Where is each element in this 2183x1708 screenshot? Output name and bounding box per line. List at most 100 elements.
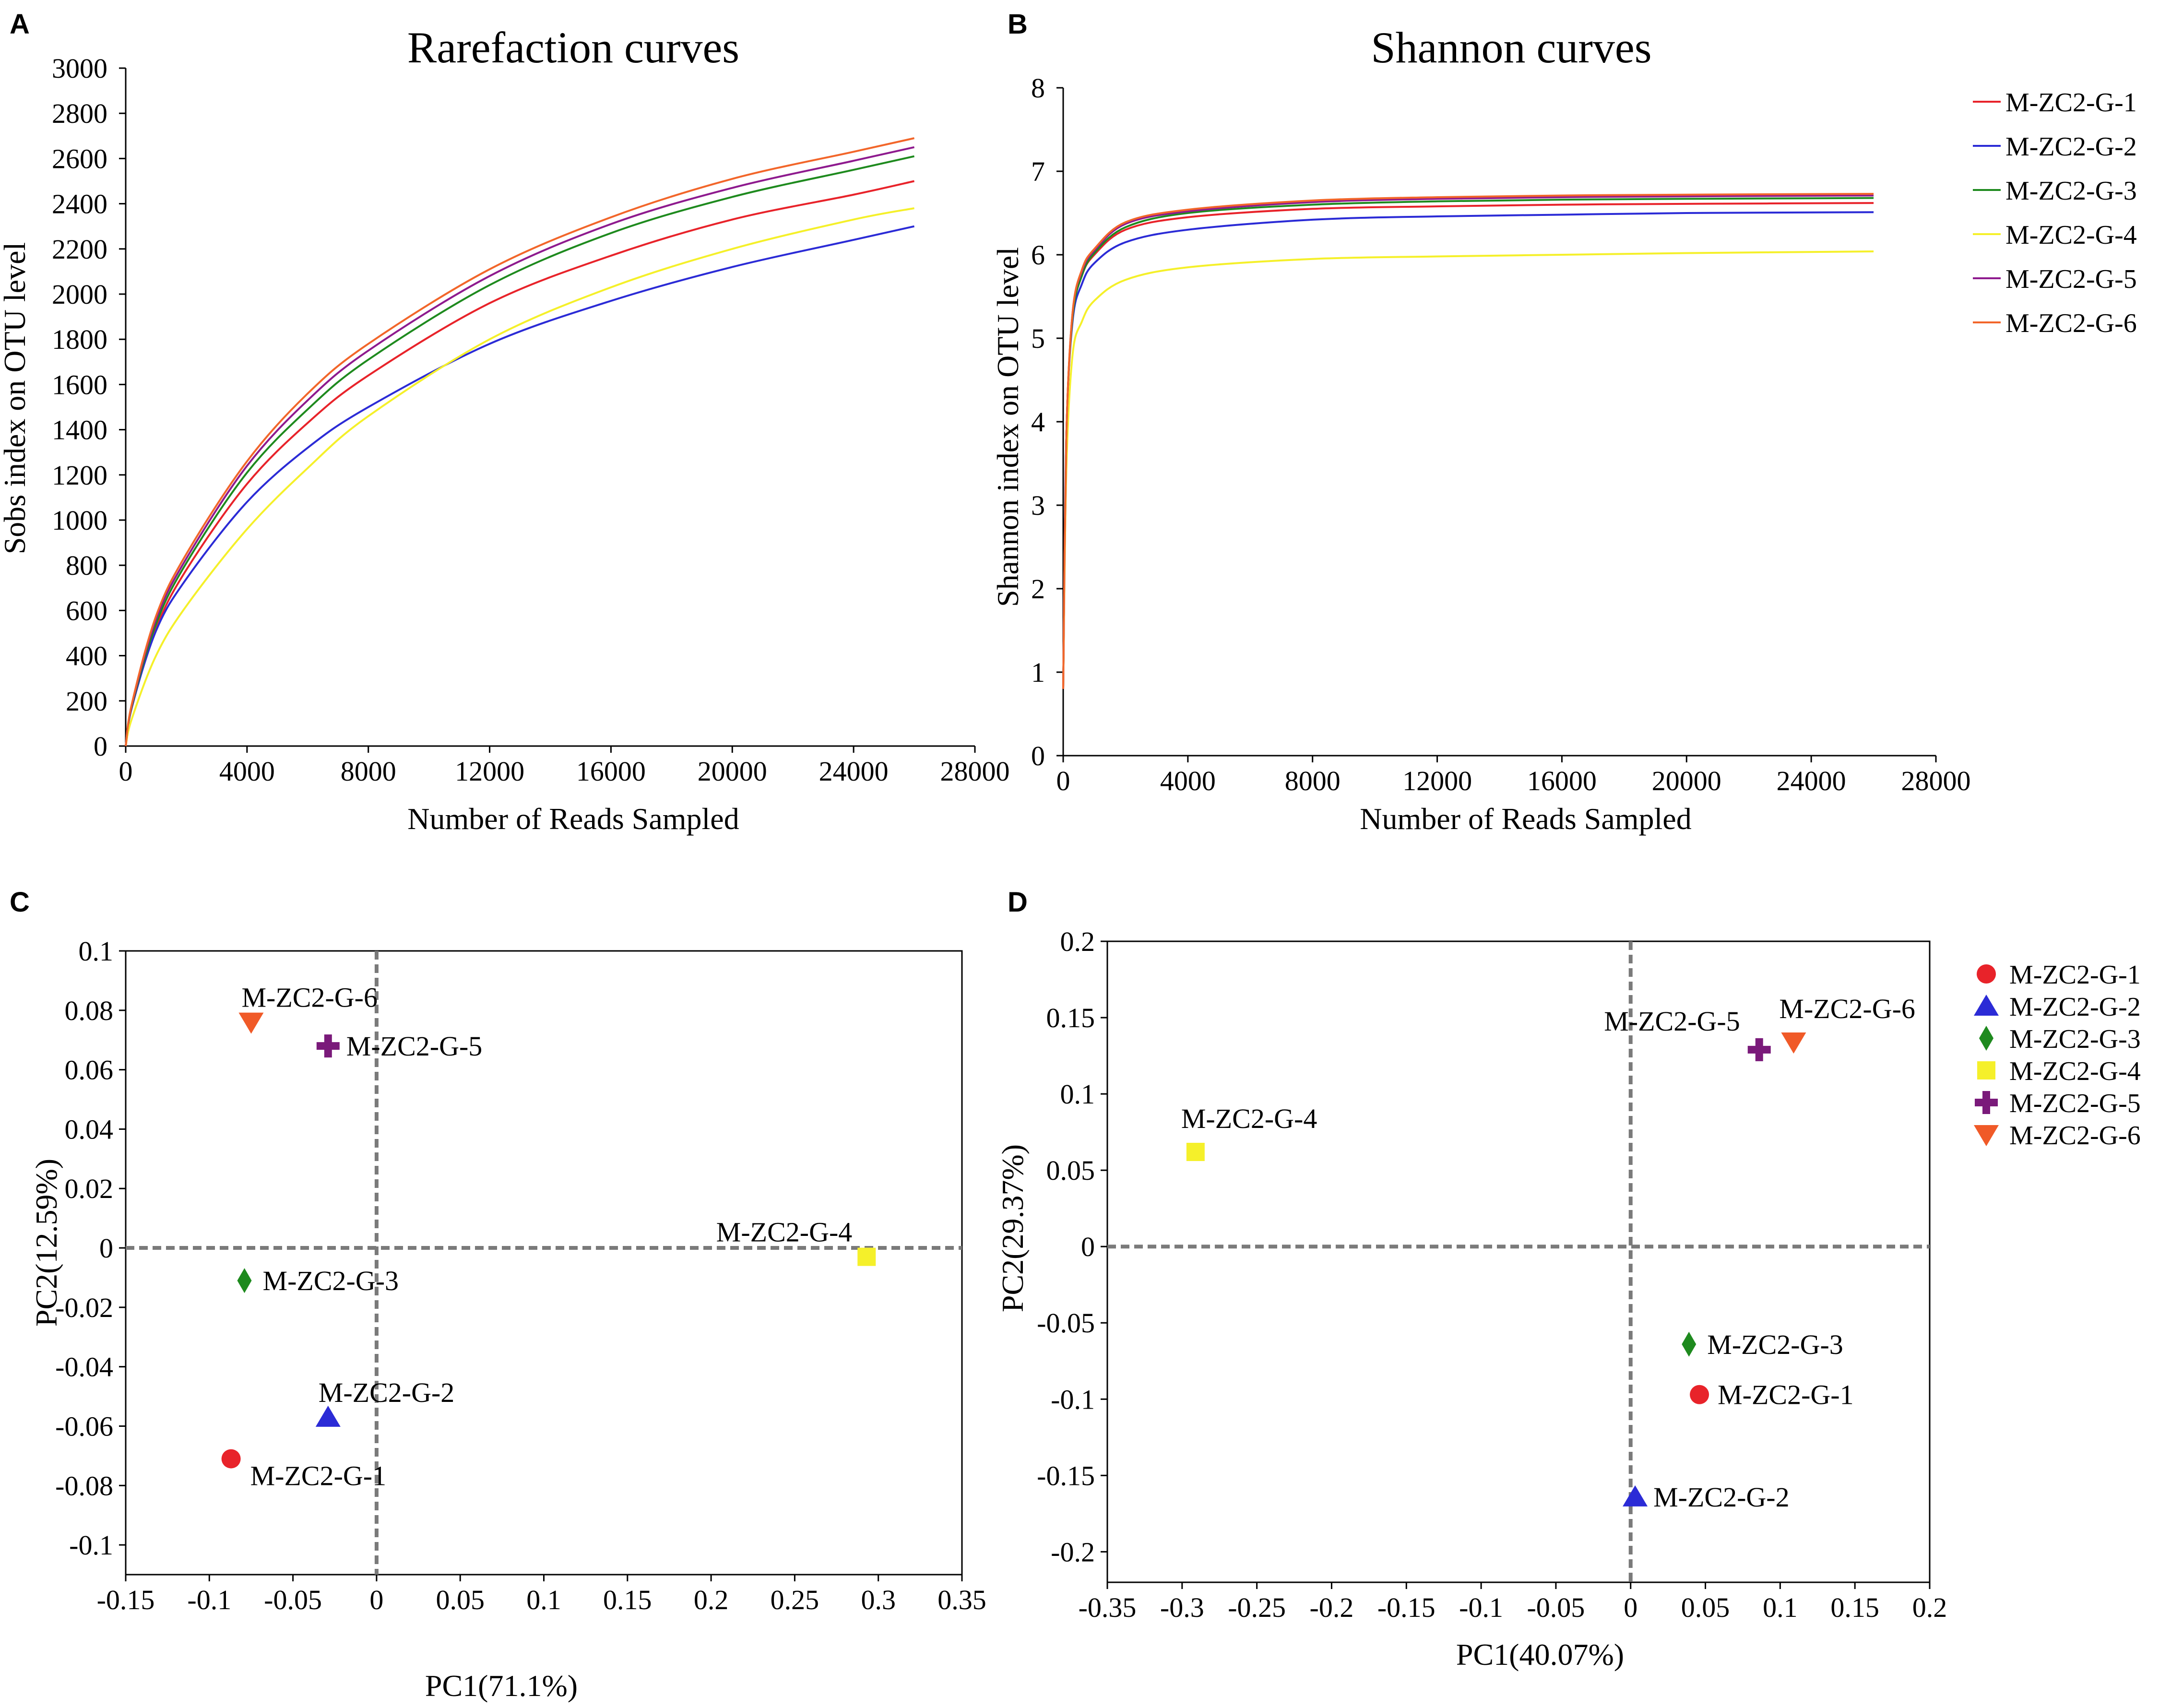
y-tick-label: -0.08: [55, 1470, 113, 1501]
series-line-m-zc2-g-5: [125, 146, 915, 747]
x-axis-label-b: Number of Reads Sampled: [1360, 802, 1691, 836]
point-m-zc2-g-2: [315, 1405, 341, 1427]
series-line-m-zc2-g-2: [125, 225, 915, 747]
panel-letter-d: D: [1008, 887, 1028, 918]
point-label: M-ZC2-G-1: [1718, 1379, 1854, 1411]
y-tick-label: 1800: [52, 324, 107, 355]
y-tick-label: -0.06: [55, 1411, 113, 1442]
y-tick-label: 800: [66, 550, 107, 581]
panel-letter-c: C: [10, 887, 30, 918]
plot-frame: [1106, 940, 1931, 1583]
panel-letter-b: B: [1008, 9, 1028, 40]
x-tick-label: 24000: [1777, 765, 1846, 796]
legend-label: M-ZC2-G-6: [2005, 308, 2137, 338]
y-tick-label: 0: [99, 1233, 113, 1264]
legend-swatch: [1977, 1061, 1995, 1079]
x-tick-label: -0.15: [97, 1584, 155, 1615]
y-tick-label: 0.06: [65, 1055, 114, 1086]
point-label: M-ZC2-G-4: [716, 1217, 853, 1248]
point-m-zc2-g-3: [1682, 1331, 1697, 1357]
x-tick-label: 0.1: [1763, 1592, 1798, 1623]
x-axis-label-c: PC1(71.1%): [425, 1669, 578, 1703]
x-tick-label: 0: [1624, 1592, 1637, 1623]
point-m-zc2-g-1: [221, 1449, 241, 1469]
y-tick-label: 2800: [52, 98, 107, 129]
point-label: M-ZC2-G-1: [250, 1460, 387, 1492]
x-tick-label: -0.3: [1160, 1592, 1204, 1623]
x-tick-label: -0.05: [264, 1584, 322, 1615]
x-tick-label: 0.35: [937, 1584, 986, 1615]
x-axis-label-a: Number of Reads Sampled: [407, 802, 739, 836]
x-tick-label: 12000: [455, 756, 524, 787]
x-tick-label: 16000: [576, 756, 646, 787]
y-tick-label: 4: [1031, 406, 1045, 438]
y-tick-label: 0.1: [79, 936, 114, 967]
legend-label: M-ZC2-G-5: [2009, 1089, 2141, 1118]
x-tick-label: -0.25: [1228, 1592, 1286, 1623]
panel-b: B Shannon curves Number of Reads Sampled…: [991, 9, 2137, 836]
x-tick-label: 8000: [1285, 765, 1341, 796]
panel-a: A Rarefaction curves Number of Reads Sam…: [0, 9, 1010, 836]
y-tick-label: -0.1: [1051, 1384, 1095, 1415]
y-tick-label: 2: [1031, 573, 1045, 605]
x-tick-label: 28000: [1901, 765, 1971, 796]
y-tick-label: -0.15: [1037, 1460, 1095, 1491]
point-m-zc2-g-5: [316, 1034, 340, 1058]
legend-swatch: [1974, 995, 1999, 1016]
y-tick-label: 0.08: [65, 995, 114, 1026]
x-tick-label: 0.2: [1912, 1592, 1947, 1623]
x-tick-label: 0.05: [436, 1584, 485, 1615]
panel-letter-a: A: [10, 9, 30, 40]
y-tick-label: 2600: [52, 143, 107, 174]
y-tick-label: -0.05: [1037, 1307, 1095, 1339]
series-line-m-zc2-g-1: [125, 180, 915, 747]
y-tick-label: 2200: [52, 234, 107, 265]
x-tick-label: 0.3: [861, 1584, 896, 1615]
series-line-m-zc2-g-6: [125, 137, 915, 747]
panel-d: D PC1(40.07%) PC2(29.37%) -0.35 -0.3 -0.25…: [996, 887, 2141, 1672]
x-tick-label: 0.2: [694, 1584, 729, 1615]
point-m-zc2-g-4: [857, 1247, 876, 1266]
y-tick-label: 1000: [52, 505, 107, 536]
x-tick-label: -0.15: [1377, 1592, 1436, 1623]
legend-label: M-ZC2-G-2: [2005, 132, 2137, 162]
x-tick-label: -0.05: [1527, 1592, 1585, 1623]
point-label: M-ZC2-G-4: [1181, 1103, 1317, 1134]
x-tick-label: 0: [1056, 765, 1070, 796]
x-axis-label-d: PC1(40.07%): [1456, 1637, 1624, 1672]
x-tick-label: 0.1: [526, 1584, 561, 1615]
x-tick-label: 12000: [1402, 765, 1472, 796]
point-label: M-ZC2-G-2: [319, 1377, 455, 1408]
legend-swatch: [1975, 1091, 1998, 1114]
y-tick-label: 0: [1081, 1231, 1095, 1262]
x-tick-label: 0.15: [1830, 1592, 1879, 1623]
series-line-m-zc2-g-2: [1062, 211, 1874, 689]
point-label: M-ZC2-G-5: [1604, 1006, 1740, 1037]
y-axis-label-a: Sobs index on OTU level: [0, 242, 32, 555]
x-tick-label: 8000: [341, 756, 396, 787]
legend-label: M-ZC2-G-3: [2005, 176, 2137, 206]
series-line-m-zc2-g-4: [125, 207, 914, 747]
y-tick-label: 1: [1031, 657, 1045, 688]
point-m-zc2-g-1: [1690, 1385, 1709, 1404]
y-tick-label: 600: [66, 595, 107, 626]
point-label: M-ZC2-G-3: [1707, 1329, 1843, 1360]
y-tick-label: 3000: [52, 53, 107, 84]
series-line-m-zc2-g-3: [125, 155, 915, 747]
legend-swatch: [1974, 1125, 1999, 1146]
y-tick-label: 0.1: [1060, 1079, 1095, 1110]
y-tick-label: 1200: [52, 460, 107, 491]
y-axis-label-c: PC2(12.59%): [29, 1159, 63, 1327]
x-tick-label: 20000: [1652, 765, 1721, 796]
legend-label: M-ZC2-G-4: [2005, 220, 2137, 250]
legend-swatch: [1977, 964, 1996, 984]
x-tick-label: 4000: [1160, 765, 1216, 796]
x-tick-label: 28000: [940, 756, 1010, 787]
chart-title-b: Shannon curves: [1371, 23, 1651, 72]
y-tick-label: 200: [66, 686, 107, 717]
chart-title-a: Rarefaction curves: [407, 23, 739, 72]
point-m-zc2-g-2: [1623, 1485, 1648, 1506]
y-tick-label: 7: [1031, 156, 1045, 187]
x-tick-label: 24000: [819, 756, 889, 787]
point-m-zc2-g-4: [1186, 1142, 1205, 1161]
